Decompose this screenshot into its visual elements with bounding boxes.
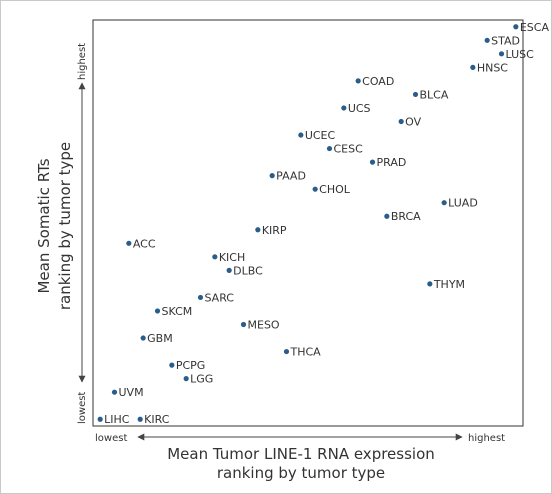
x-high-label: highest (468, 433, 505, 444)
point-lgg (183, 376, 189, 382)
point-label-kich: KICH (219, 251, 245, 264)
point-lihc (97, 416, 103, 422)
y-axis-title-line1: Mean Somatic RTs (35, 158, 53, 293)
point-label-ucec: UCEC (305, 129, 336, 142)
point-lusc (498, 51, 505, 57)
plot-area (92, 19, 524, 427)
point-label-lgg: LGG (190, 373, 213, 386)
x-axis-title-line1: Mean Tumor LINE-1 RNA expression (167, 445, 435, 463)
point-label-meso: MESO (248, 319, 280, 332)
point-label-kirc: KIRC (144, 413, 170, 426)
point-label-pcpg: PCPG (176, 359, 205, 372)
point-thym (427, 281, 433, 287)
point-meso (240, 321, 247, 328)
point-kirc (137, 416, 143, 422)
point-coad (355, 78, 361, 84)
point-pcpg (169, 362, 175, 368)
point-luad (441, 200, 447, 206)
point-label-prad: PRAD (377, 156, 407, 169)
point-label-hnsc: HNSC (477, 61, 508, 74)
y-low-label: lowest (77, 392, 88, 424)
point-label-brca: BRCA (391, 210, 421, 223)
point-ov (398, 118, 404, 125)
point-label-chol: CHOL (319, 183, 351, 196)
point-label-cesc: CESC (334, 143, 364, 156)
point-prad (369, 159, 376, 165)
point-gbm (140, 335, 146, 341)
point-label-esca: ESCA (520, 21, 550, 34)
point-label-thca: THCA (290, 346, 322, 359)
point-label-kirp: KIRP (262, 224, 287, 237)
y-axis-title-line2: ranking by tumor type (56, 142, 74, 310)
point-label-lusc: LUSC (506, 48, 535, 61)
point-label-luad: LUAD (448, 197, 478, 210)
point-label-gbm: GBM (147, 332, 173, 345)
point-label-acc: ACC (133, 237, 156, 250)
point-acc (126, 240, 132, 246)
point-label-sarc: SARC (205, 291, 235, 304)
point-blca (412, 91, 419, 98)
point-uvm (111, 389, 118, 395)
x-low-label: lowest (95, 433, 127, 444)
point-esca (513, 24, 519, 30)
point-hnsc (470, 64, 476, 70)
point-label-blca: BLCA (420, 88, 449, 101)
point-label-coad: COAD (362, 75, 394, 88)
point-sarc (197, 294, 204, 301)
point-label-ucs: UCS (348, 102, 371, 115)
point-ucs (341, 105, 347, 111)
point-kirp (255, 227, 261, 233)
point-kich (212, 254, 218, 260)
y-high-label: highest (77, 43, 88, 80)
point-paad (269, 173, 275, 179)
point-skcm (154, 308, 161, 314)
point-dlbc (226, 267, 232, 273)
point-ucec (298, 132, 304, 138)
point-label-thym: THYM (433, 278, 465, 291)
point-thca (283, 348, 290, 355)
point-label-lihc: LIHC (104, 413, 130, 426)
point-chol (312, 186, 318, 192)
point-label-uvm: UVM (119, 386, 144, 399)
x-axis-title-line2: ranking by tumor type (217, 464, 385, 482)
point-label-stad: STAD (491, 34, 520, 47)
point-brca (384, 213, 390, 219)
point-label-dlbc: DLBC (233, 264, 263, 277)
point-label-skcm: SKCM (162, 305, 193, 318)
point-label-ov: OV (405, 116, 421, 129)
point-stad (484, 37, 490, 43)
point-label-paad: PAAD (276, 170, 306, 183)
point-cesc (326, 145, 333, 152)
